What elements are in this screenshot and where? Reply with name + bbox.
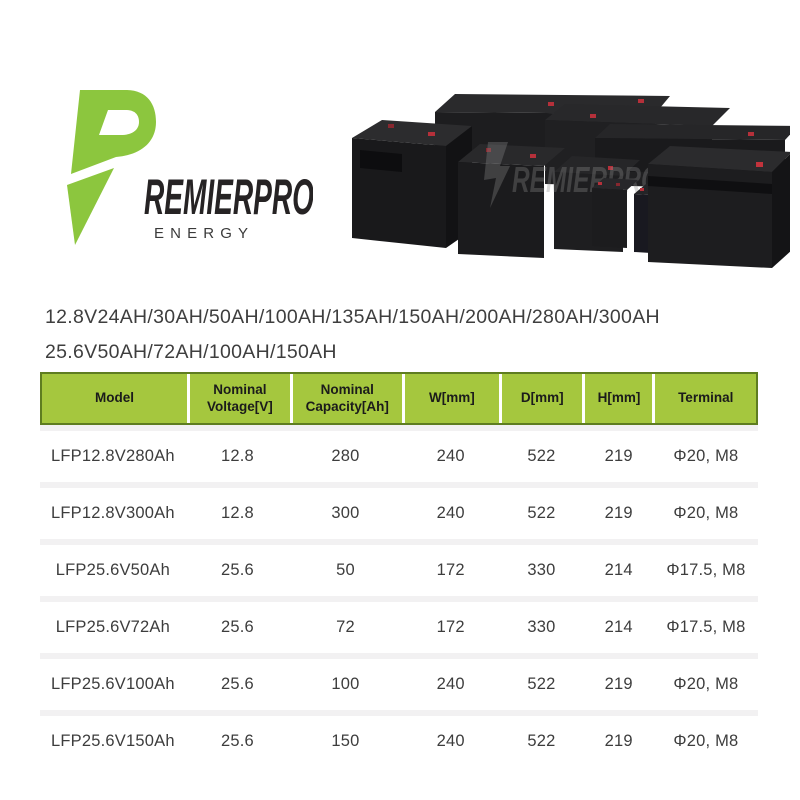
table-cell: LFP12.8V300Ah [51, 504, 175, 522]
table-cell: 50 [336, 561, 355, 579]
table-cell: LFP12.8V280Ah [51, 447, 175, 465]
table-cell: Φ17.5, M8 [666, 561, 746, 579]
table-cell: Φ17.5, M8 [666, 618, 746, 636]
table-cell: 172 [436, 561, 465, 579]
battery-group-image: REMIERPRO [352, 94, 790, 268]
table-cell: 25.6 [220, 675, 254, 693]
table-cell: 240 [436, 504, 465, 522]
row-separator [40, 710, 758, 716]
table-cell: 25.6 [220, 618, 254, 636]
table-cell: LFP25.6V50Ah [55, 561, 171, 579]
battery-box [352, 120, 472, 248]
table-cell: 172 [436, 618, 465, 636]
column-header: D[mm] [498, 374, 583, 423]
battery-box [648, 146, 790, 268]
table-cell: Φ20, M8 [673, 732, 739, 750]
column-header: Nominal Capacity[Ah] [289, 374, 402, 423]
table-cell: Φ20, M8 [673, 675, 739, 693]
table-body: LFP12.8V280Ah 12.8 280 240 522 219 Φ20, M8 LFP1… [40, 425, 758, 767]
row-separator [40, 596, 758, 602]
table-cell: 214 [604, 561, 633, 579]
table-cell: 25.6 [220, 561, 254, 579]
spec-line-2: 25.6V50AH/72AH/100AH/150AH [45, 341, 337, 363]
column-header: H[mm] [582, 374, 652, 423]
table-row: LFP25.6V100Ah 25.6 100 240 522 219 Φ20, M8 [40, 659, 758, 710]
table-cell: 240 [436, 447, 465, 465]
table-cell: 100 [331, 675, 360, 693]
table-cell: 12.8 [220, 504, 254, 522]
table-cell: 219 [604, 504, 633, 522]
column-header: W[mm] [401, 374, 499, 423]
row-separator [40, 653, 758, 659]
battery-box [458, 144, 565, 258]
table-header-row: Model Nominal Voltage[V] Nominal Capacity[… [40, 372, 758, 425]
table-cell: 150 [331, 732, 360, 750]
table-cell: 522 [527, 447, 556, 465]
table-cell: Φ20, M8 [673, 447, 739, 465]
table-cell: LFP25.6V100Ah [51, 675, 175, 693]
table-cell: 72 [336, 618, 355, 636]
table-cell: 330 [527, 561, 556, 579]
spec-line-1: 12.8V24AH/30AH/50AH/100AH/135AH/150AH/20… [45, 306, 660, 328]
column-header: Nominal Voltage[V] [186, 374, 290, 423]
table-cell: 280 [331, 447, 360, 465]
battery-box [592, 178, 638, 248]
table-cell: 219 [604, 447, 633, 465]
column-header: Terminal [652, 374, 756, 423]
table-row: LFP25.6V50Ah 25.6 50 172 330 214 Φ17.5, M8 [40, 545, 758, 596]
spec-table: Model Nominal Voltage[V] Nominal Capacity[… [40, 372, 758, 767]
table-cell: 219 [604, 732, 633, 750]
table-cell: LFP25.6V150Ah [51, 732, 175, 750]
table-cell: 25.6 [220, 732, 254, 750]
table-cell: LFP25.6V72Ah [55, 618, 171, 636]
row-separator [40, 539, 758, 545]
table-cell: 240 [436, 732, 465, 750]
table-row: LFP25.6V150Ah 25.6 150 240 522 219 Φ20, M8 [40, 716, 758, 767]
table-cell: 240 [436, 675, 465, 693]
lightning-bolt-icon [67, 90, 156, 245]
table-cell: Φ20, M8 [673, 504, 739, 522]
brand-tagline: ENERGY [154, 225, 254, 242]
table-cell: 522 [527, 675, 556, 693]
table-cell: 522 [527, 504, 556, 522]
row-separator [40, 425, 758, 431]
column-header: Model [94, 390, 134, 406]
row-separator [40, 482, 758, 488]
table-row: LFP25.6V72Ah 25.6 72 172 330 214 Φ17.5, M8 [40, 602, 758, 653]
table-cell: 330 [527, 618, 556, 636]
table-cell: 12.8 [220, 447, 254, 465]
table-cell: 214 [604, 618, 633, 636]
table-cell: 219 [604, 675, 633, 693]
table-row: LFP12.8V280Ah 12.8 280 240 522 219 Φ20, M8 [40, 431, 758, 482]
brand-logo: REMIERPRO ENERGY [67, 90, 313, 245]
table-cell: 300 [331, 504, 360, 522]
spec-summary: 12.8V24AH/30AH/50AH/100AH/135AH/150AH/20… [45, 300, 745, 370]
table-cell: 522 [527, 732, 556, 750]
brand-name: REMIERPRO [144, 169, 313, 225]
table-row: LFP12.8V300Ah 12.8 300 240 522 219 Φ20, M8 [40, 488, 758, 539]
